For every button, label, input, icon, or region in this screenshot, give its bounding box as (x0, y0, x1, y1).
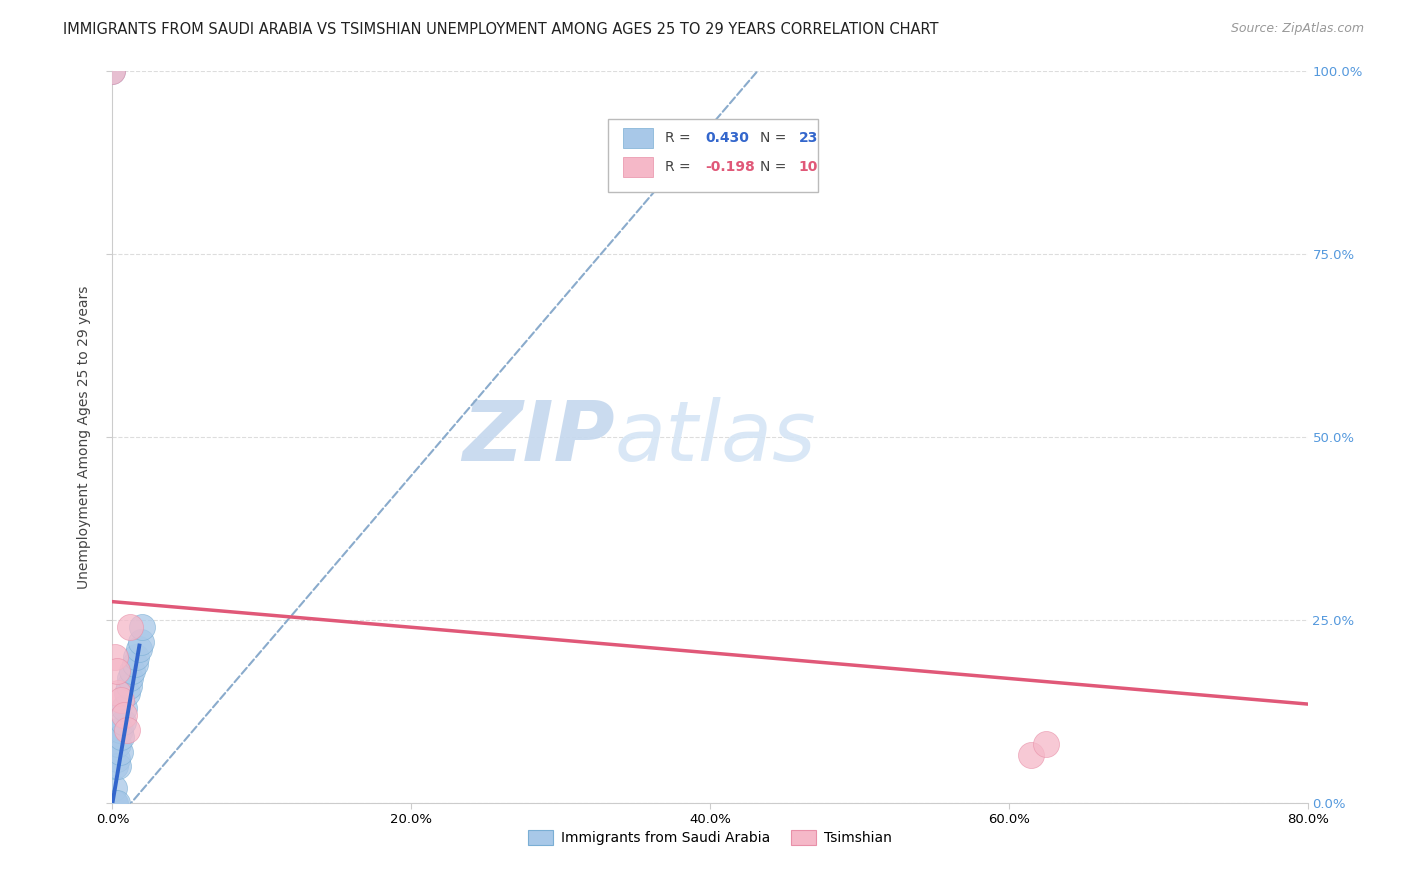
Point (131, 620, 153, 634)
Text: 23: 23 (799, 131, 818, 145)
FancyBboxPatch shape (623, 128, 652, 148)
Legend: Immigrants from Saudi Arabia, Tsimshian: Immigrants from Saudi Arabia, Tsimshian (522, 825, 898, 851)
Point (103, 796, 125, 810)
Point (108, 745, 131, 759)
Point (110, 693, 132, 707)
Text: -0.198: -0.198 (706, 161, 755, 174)
Point (114, 700, 135, 714)
Point (125, 649, 148, 664)
Point (124, 657, 146, 671)
Text: R =: R = (665, 131, 695, 145)
Y-axis label: Unemployment Among Ages 25 to 29 years: Unemployment Among Ages 25 to 29 years (77, 285, 91, 589)
Point (105, 752, 128, 766)
FancyBboxPatch shape (623, 157, 652, 178)
Point (118, 679, 141, 693)
Point (1035, 737, 1057, 751)
Point (104, 649, 127, 664)
Point (108, 723, 131, 737)
Text: atlas: atlas (614, 397, 815, 477)
Text: IMMIGRANTS FROM SAUDI ARABIA VS TSIMSHIAN UNEMPLOYMENT AMONG AGES 25 TO 29 YEARS: IMMIGRANTS FROM SAUDI ARABIA VS TSIMSHIA… (63, 22, 939, 37)
Point (120, 672, 142, 686)
Point (104, 759, 127, 773)
Text: Source: ZipAtlas.com: Source: ZipAtlas.com (1230, 22, 1364, 36)
Point (120, 620, 142, 634)
Point (111, 715, 134, 730)
Point (104, 796, 127, 810)
Text: ZIP: ZIP (461, 397, 614, 477)
Point (114, 708, 135, 723)
Point (129, 635, 152, 649)
Point (128, 642, 150, 657)
Point (121, 664, 143, 678)
Point (103, 781, 125, 796)
Point (107, 759, 129, 773)
Point (107, 737, 129, 751)
Point (105, 796, 128, 810)
Point (101, 64, 124, 78)
Point (117, 723, 139, 737)
Text: N =: N = (761, 131, 792, 145)
Text: 0.430: 0.430 (706, 131, 749, 145)
Point (101, 64, 124, 78)
Text: 10: 10 (799, 161, 818, 174)
Point (107, 686, 129, 700)
Point (105, 664, 128, 678)
Text: N =: N = (761, 161, 792, 174)
FancyBboxPatch shape (609, 119, 818, 192)
Point (117, 686, 139, 700)
Point (110, 730, 132, 744)
Point (1019, 748, 1042, 763)
Text: R =: R = (665, 161, 695, 174)
